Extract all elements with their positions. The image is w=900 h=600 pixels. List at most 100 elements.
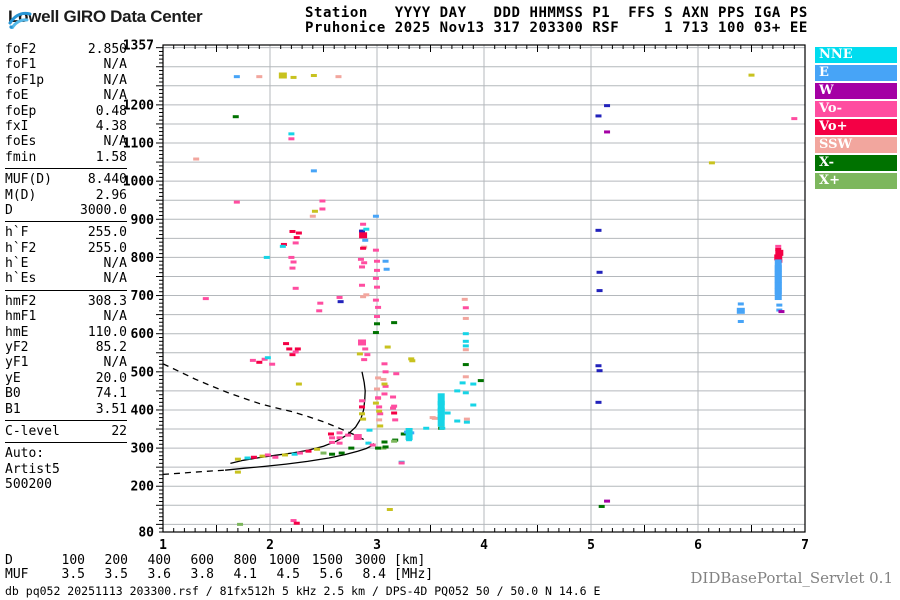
param-label: h`Es [5,271,37,287]
echo-point-red [283,342,290,346]
echo-point-cyan [406,438,413,442]
echo-point-navy [596,369,603,373]
param-value: N/A [103,72,127,88]
param-value: N/A [103,88,127,104]
echo-point-cyan [462,339,469,343]
echo-point-navy [596,270,603,274]
param-row-hf2: h`F2 255.0 [5,241,127,256]
echo-point-red [294,347,301,351]
y-tick-label: 200 [131,480,155,495]
param-value: 20.0 [95,370,127,386]
param-label: h`F2 [5,240,37,256]
echo-point-pink [462,306,469,310]
echo-point-blue [774,288,782,301]
muf-row: MUF 3.5 3.5 3.6 3.8 4.1 4.5 5.6 8.4 [MHz] [5,567,433,582]
echo-point-pink [336,295,343,299]
param-row-fmin: fmin 1.58 [5,150,127,165]
echo-point-cyan [459,381,466,385]
echo-point-purple [778,310,785,314]
echo-point-blue [372,214,379,218]
echo-point-red [289,353,296,357]
echo-point-pink [292,241,299,245]
echo-point-pink [791,117,798,121]
echo-point-pink [336,436,343,440]
param-row-ye: yE 20.0 [5,371,127,386]
echo-point-cyan [462,332,469,336]
trace-start-dashed [162,469,226,476]
echo-point-dgreen [375,446,382,450]
param-value: N/A [103,355,127,371]
echo-point-red [774,254,783,261]
echo-point-pink [374,268,380,272]
param-value: 74.1 [95,386,127,402]
echo-point-pink [292,286,299,290]
muf-value: 5.6 [319,567,343,582]
param-value: 255.0 [87,225,127,241]
param-value: N/A [103,134,127,150]
param-separator [5,289,127,291]
echo-point-pink [392,418,399,422]
echo-point-dgreen [477,379,484,383]
y-tick-label: 1357 [123,39,154,54]
echo-point-salmon [360,295,367,299]
param-row-hmf1: hmF1 N/A [5,309,127,324]
echo-point-pink [377,412,384,416]
echo-point-navy [595,228,602,232]
param-row-hes: h`Es N/A [5,271,127,286]
echo-point-cyan [439,426,446,430]
param-label: M(D) [5,187,37,203]
param-value: 3.51 [95,401,127,417]
plot-border [162,44,806,533]
echo-point-pink [353,434,362,441]
y-tick-label: 500 [131,365,155,380]
param-value: N/A [103,309,127,325]
param-row-yf2: yF2 85.2 [5,340,127,355]
echo-point-yellow [259,454,266,458]
echo-point-red [256,360,263,364]
echo-point-pink [316,309,323,313]
echo-point-pink [382,384,389,388]
param-label: yF2 [5,340,29,356]
echo-point-pink [288,137,295,141]
echo-point-blue [362,238,369,242]
param-row-hmf2: hmF2 308.3 [5,294,127,309]
echo-point-pink [296,451,303,455]
echo-point-cyan [263,255,270,259]
param-value: 8.440 [87,172,127,188]
distance-value: 3000 [354,553,386,568]
param-row-fof1p: foF1p N/A [5,73,127,88]
echo-point-red [359,232,368,239]
echo-point-dgreen [400,432,407,436]
echo-point-pink [391,404,398,408]
echo-point-pink [357,257,364,261]
distance-label: D [5,553,13,568]
echo-point-cyan [463,420,470,424]
param-label: hmF2 [5,293,37,309]
echo-point-blue [736,307,745,314]
echo-point-pink [360,222,367,226]
echo-point-pink [319,199,326,203]
echo-point-cyan [279,244,286,248]
echo-point-yellow [356,352,363,356]
echo-point-dgreen [374,322,380,326]
param-label: foF1 [5,57,37,73]
legend-item-ssw: SSW [815,137,897,153]
x-tick-label: 5 [587,538,595,553]
echo-point-navy [359,229,366,233]
echo-point-blue [776,303,783,307]
param-row-fof1: foF1 N/A [5,57,127,72]
echo-point-pink [362,347,369,351]
station-header-line1: Station YYYY DAY DDD HHMMSS P1 FFS S AXN… [305,5,808,21]
muf-transmission-curve [162,363,372,446]
legend-item-w: W [815,83,897,99]
echo-point-pink [374,315,380,319]
legend-item-vo: Vo+ [815,119,897,135]
echo-point-pink [375,305,382,309]
echo-point-yellow [290,75,297,79]
echo-point-pink [381,392,388,396]
param-value: 2.850 [87,42,127,57]
echo-point-navy [337,300,344,304]
echo-point-pink [398,461,405,465]
echo-point-cyan [264,356,271,360]
